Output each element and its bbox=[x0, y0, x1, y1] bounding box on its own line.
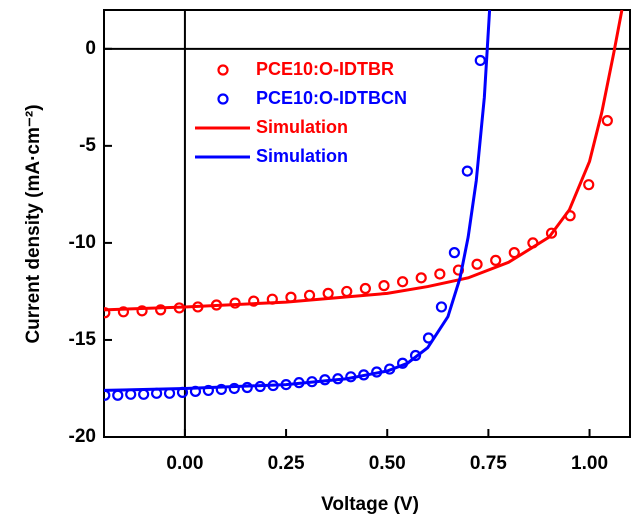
x-tick-label: 0.75 bbox=[470, 453, 507, 474]
legend-marker bbox=[217, 64, 229, 76]
data-point bbox=[471, 258, 483, 270]
data-point bbox=[104, 307, 111, 319]
data-point bbox=[435, 301, 448, 313]
simulation-line bbox=[104, 10, 624, 312]
plot-frame bbox=[103, 9, 631, 438]
legend-marker bbox=[217, 93, 229, 105]
data-point bbox=[112, 389, 124, 401]
data-point bbox=[415, 272, 427, 284]
legend-label: Simulation bbox=[256, 146, 348, 166]
data-point bbox=[155, 304, 167, 316]
x-axis-label: Voltage (V) bbox=[321, 494, 419, 515]
x-tick-label: 0.00 bbox=[166, 453, 203, 474]
legend-label: PCE10:O-IDTBCN bbox=[256, 88, 407, 108]
data-point bbox=[583, 179, 595, 191]
data-point bbox=[117, 306, 130, 318]
data-point bbox=[136, 305, 148, 317]
data-point bbox=[448, 247, 460, 259]
y-tick-label: -20 bbox=[69, 426, 96, 447]
data-point bbox=[601, 115, 613, 127]
x-tick-label: 0.50 bbox=[369, 453, 406, 474]
legend-label: Simulation bbox=[256, 117, 348, 137]
y-tick-label: 0 bbox=[85, 38, 96, 59]
data-point bbox=[341, 285, 353, 298]
data-point bbox=[215, 383, 227, 396]
x-tick-label: 0.25 bbox=[268, 453, 305, 474]
data-point bbox=[474, 54, 486, 67]
simulation-line bbox=[104, 10, 492, 392]
data-point bbox=[248, 295, 260, 307]
data-point bbox=[490, 254, 502, 266]
legend-label: PCE10:O-IDTBR bbox=[256, 59, 394, 79]
y-tick-label: -15 bbox=[69, 329, 97, 350]
y-tick-label: -10 bbox=[69, 232, 96, 253]
data-point bbox=[434, 268, 446, 280]
data-point bbox=[138, 388, 150, 400]
data-point bbox=[397, 276, 409, 288]
data-point bbox=[359, 282, 371, 295]
data-point bbox=[228, 382, 240, 395]
data-point bbox=[545, 227, 558, 239]
y-axis-label: Current density (mA·cm⁻²) bbox=[23, 104, 44, 343]
x-tick-label: 1.00 bbox=[571, 453, 608, 474]
plot-area bbox=[104, 10, 630, 437]
data-point bbox=[409, 349, 422, 362]
data-point bbox=[378, 280, 390, 292]
data-point bbox=[202, 384, 214, 397]
y-tick-label: -5 bbox=[79, 135, 96, 156]
data-point bbox=[461, 165, 473, 177]
data-point bbox=[322, 287, 334, 299]
